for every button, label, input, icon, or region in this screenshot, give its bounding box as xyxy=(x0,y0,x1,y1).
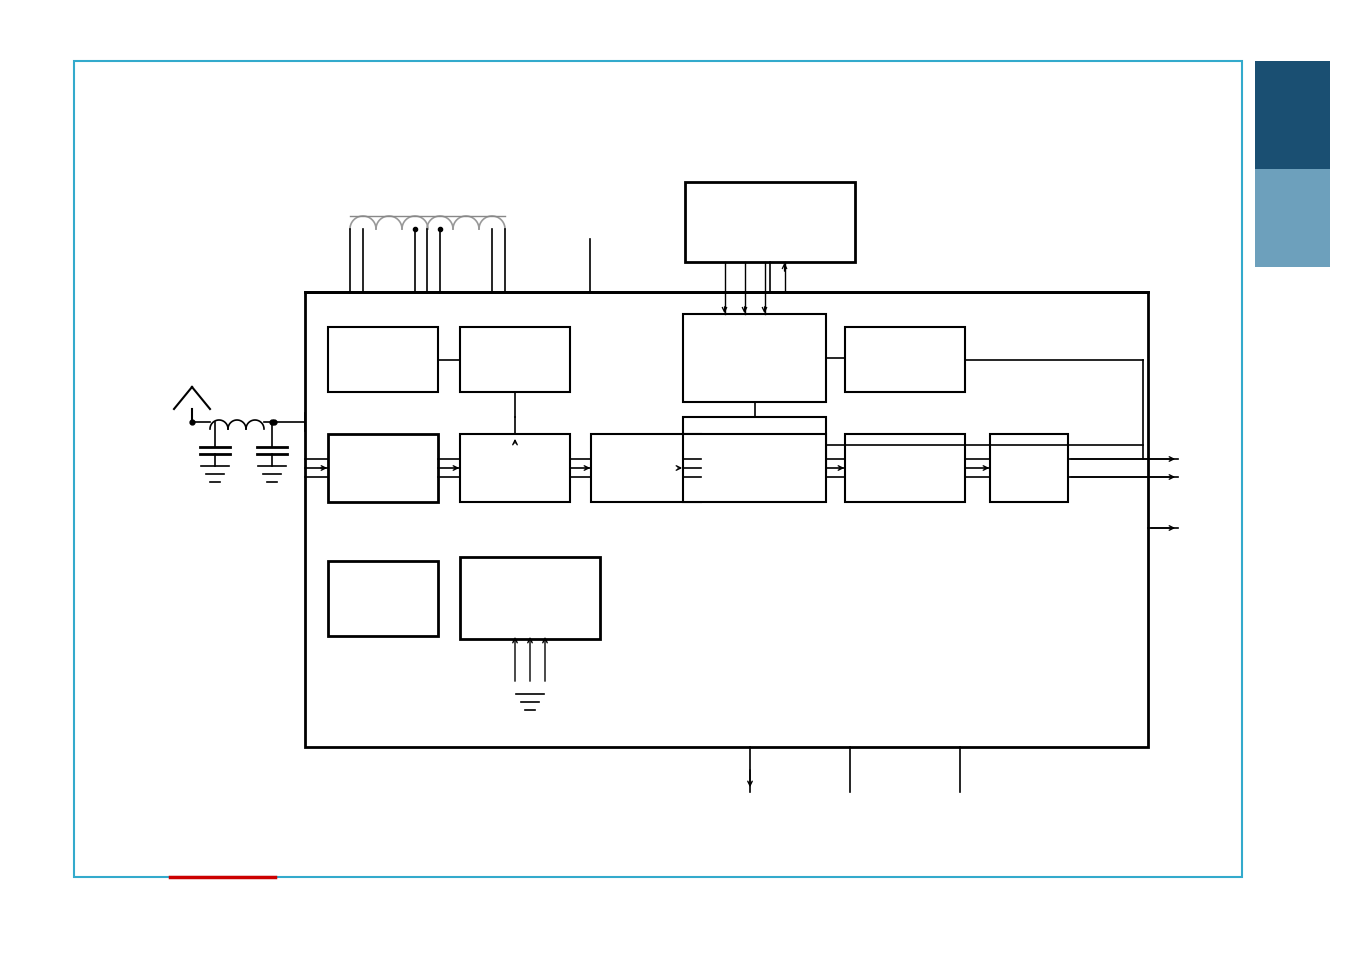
Bar xyxy=(328,561,438,637)
Bar xyxy=(990,435,1069,502)
Bar xyxy=(844,435,965,502)
Bar xyxy=(459,558,600,639)
Bar xyxy=(305,293,1148,747)
Bar xyxy=(328,435,438,502)
Bar xyxy=(590,435,701,502)
Bar xyxy=(684,435,825,502)
Bar xyxy=(1255,62,1329,170)
Bar xyxy=(74,62,1242,877)
Bar xyxy=(684,417,825,473)
Bar xyxy=(685,183,855,263)
Bar xyxy=(844,328,965,393)
Bar xyxy=(684,314,825,402)
Bar xyxy=(459,435,570,502)
Bar xyxy=(328,328,438,393)
Bar xyxy=(1255,170,1329,268)
Bar xyxy=(459,328,570,393)
